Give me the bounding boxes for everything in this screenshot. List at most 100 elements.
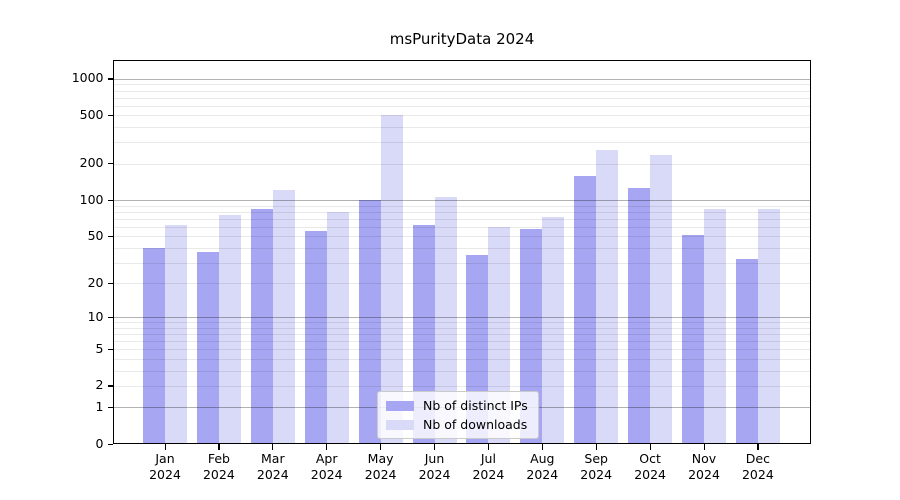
bar-nb-of-distinct-ips-mar bbox=[250, 208, 273, 444]
y-tick-label: 1 bbox=[95, 398, 104, 414]
gridline-minor bbox=[113, 226, 811, 228]
legend: Nb of distinct IPs Nb of downloads bbox=[377, 391, 539, 439]
legend-item-downloads: Nb of downloads bbox=[386, 417, 528, 432]
bar-nb-of-distinct-ips-dec bbox=[735, 259, 758, 444]
bar-nb-of-downloads-oct bbox=[650, 155, 673, 444]
x-tick-label-jun: Jun 2024 bbox=[418, 451, 451, 482]
x-tick-label-sep: Sep 2024 bbox=[580, 451, 613, 482]
bar-nb-of-distinct-ips-oct bbox=[628, 187, 651, 444]
gridline-minor bbox=[113, 115, 811, 117]
gridline-minor bbox=[113, 385, 811, 387]
legend-label-downloads: Nb of downloads bbox=[423, 417, 528, 432]
y-tick-mark bbox=[107, 316, 113, 318]
gridline-minor bbox=[113, 334, 811, 336]
y-tick-label: 2 bbox=[95, 377, 104, 393]
y-tick-label: 100 bbox=[79, 191, 104, 207]
bar-nb-of-distinct-ips-may bbox=[358, 200, 381, 444]
x-tick-mark bbox=[272, 444, 274, 450]
gridline-minor bbox=[113, 349, 811, 351]
gridline-major bbox=[113, 78, 811, 80]
bar-nb-of-distinct-ips-sep bbox=[574, 176, 597, 444]
y-tick-label: 10 bbox=[87, 308, 104, 324]
y-tick-mark bbox=[107, 163, 113, 165]
x-tick-mark bbox=[487, 444, 490, 450]
gridline-minor bbox=[113, 218, 811, 220]
x-tick-label-aug: Aug 2024 bbox=[526, 451, 559, 482]
y-tick-mark bbox=[107, 348, 113, 350]
x-tick-label-jul: Jul 2024 bbox=[472, 451, 505, 482]
gridline-minor bbox=[113, 142, 811, 144]
bar-nb-of-downloads-jan bbox=[165, 225, 187, 444]
gridline-minor bbox=[113, 370, 811, 372]
bar-nb-of-downloads-dec bbox=[757, 209, 780, 444]
bar-nb-of-downloads-may bbox=[380, 115, 403, 444]
gridline-minor bbox=[113, 97, 811, 99]
x-tick-label-nov: Nov 2024 bbox=[688, 451, 720, 482]
gridline-minor bbox=[113, 341, 811, 343]
y-tick-label: 20 bbox=[87, 274, 104, 290]
y-tick-mark bbox=[107, 114, 113, 117]
x-tick-mark bbox=[703, 444, 705, 450]
x-tick-mark bbox=[757, 444, 759, 450]
x-tick-mark bbox=[326, 444, 328, 450]
bar-nb-of-downloads-aug bbox=[542, 217, 565, 444]
bar-nb-of-distinct-ips-nov bbox=[682, 235, 704, 444]
y-tick-mark bbox=[107, 199, 113, 201]
gridline-minor bbox=[113, 205, 811, 207]
y-tick-mark bbox=[107, 235, 113, 237]
y-tick-label: 0 bbox=[95, 435, 104, 451]
x-tick-mark bbox=[218, 444, 220, 450]
chart-title: msPurityData 2024 bbox=[389, 30, 535, 48]
x-tick-label-dec: Dec 2024 bbox=[741, 451, 774, 482]
bar-nb-of-distinct-ips-apr bbox=[304, 231, 327, 444]
y-tick-mark bbox=[107, 282, 113, 284]
gridline-minor bbox=[113, 84, 811, 86]
y-tick-mark bbox=[107, 385, 113, 387]
y-tick-label: 500 bbox=[79, 106, 104, 122]
x-tick-mark bbox=[434, 444, 436, 450]
bar-nb-of-downloads-jun bbox=[434, 196, 457, 444]
x-tick-label-mar: Mar 2024 bbox=[256, 451, 289, 482]
x-tick-mark bbox=[595, 444, 597, 450]
y-tick-label: 50 bbox=[87, 227, 104, 243]
bar-nb-of-downloads-feb bbox=[218, 215, 241, 444]
x-tick-mark bbox=[380, 444, 382, 450]
x-tick-label-may: May 2024 bbox=[364, 451, 397, 482]
x-tick-label-feb: Feb 2024 bbox=[202, 451, 235, 482]
x-tick-mark bbox=[164, 444, 166, 450]
bar-nb-of-downloads-mar bbox=[272, 190, 295, 444]
bar-nb-of-distinct-ips-feb bbox=[196, 251, 219, 444]
bar-nb-of-downloads-jul bbox=[488, 226, 511, 444]
gridline-minor bbox=[113, 247, 811, 249]
gridline-minor bbox=[113, 211, 811, 213]
gridline-minor bbox=[113, 327, 811, 329]
gridline-minor bbox=[113, 90, 811, 92]
plot-border bbox=[113, 60, 811, 444]
x-tick-label-oct: Oct 2024 bbox=[634, 451, 666, 482]
y-tick-label: 5 bbox=[95, 340, 104, 356]
legend-item-distinct-ips: Nb of distinct IPs bbox=[386, 398, 528, 413]
x-tick-label-apr: Apr 2024 bbox=[310, 451, 343, 482]
bar-nb-of-downloads-nov bbox=[704, 209, 726, 444]
gridline-minor bbox=[113, 358, 811, 360]
gridline-minor bbox=[113, 283, 811, 285]
gridline-minor bbox=[113, 262, 811, 264]
x-tick-mark bbox=[649, 444, 651, 450]
y-tick-mark bbox=[107, 443, 113, 445]
gridline-minor bbox=[113, 127, 811, 129]
gridline-minor bbox=[113, 163, 811, 165]
x-tick-label-jan: Jan 2024 bbox=[149, 451, 181, 482]
y-tick-mark bbox=[107, 406, 113, 409]
bar-nb-of-distinct-ips-aug bbox=[520, 229, 543, 444]
bar-nb-of-distinct-ips-jan bbox=[143, 247, 165, 444]
gridline-minor bbox=[113, 105, 811, 107]
legend-swatch-distinct-ips bbox=[386, 400, 414, 411]
y-tick-mark bbox=[107, 78, 113, 80]
x-tick-mark bbox=[541, 444, 543, 450]
legend-swatch-downloads bbox=[386, 419, 414, 430]
legend-label-distinct-ips: Nb of distinct IPs bbox=[423, 398, 528, 413]
bar-nb-of-downloads-apr bbox=[326, 211, 349, 444]
bar-nb-of-distinct-ips-jun bbox=[412, 225, 435, 444]
